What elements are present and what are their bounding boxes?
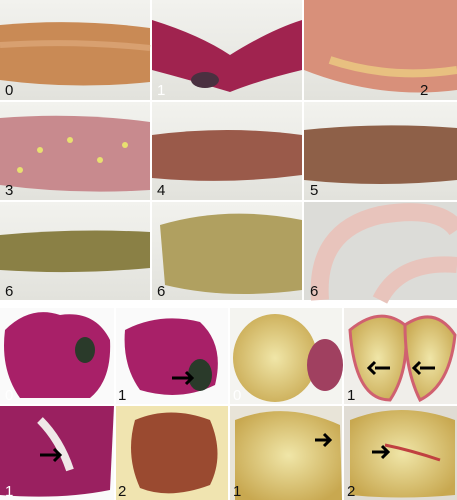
intestine-panel: 6 — [152, 202, 302, 300]
gizzard-panel: 2 — [344, 406, 457, 500]
intestine-panel: 2 — [304, 0, 457, 100]
gizzard-panel: 0 — [230, 308, 343, 404]
panel-label: 6 — [310, 283, 318, 300]
liver-panel: 2 — [116, 406, 228, 500]
intestine-panel: 0 — [0, 0, 151, 100]
panel-label: 1 — [118, 387, 126, 404]
panel-label: 0 — [233, 387, 241, 404]
panel-label: 3 — [5, 182, 13, 199]
panel-label: 1 — [347, 387, 355, 404]
panel-label: 1 — [157, 82, 165, 99]
intestine-panel: 1 — [152, 0, 302, 100]
panel-label: 4 — [157, 182, 165, 199]
panel-label: 6 — [5, 283, 13, 300]
panel-label: 0 — [5, 82, 13, 99]
panel-label: 2 — [118, 483, 126, 500]
panel-label: 2 — [420, 82, 428, 99]
intestine-panel: 5 — [304, 102, 457, 200]
gizzard-panel: 1 — [230, 406, 342, 500]
intestine-panel: 3 — [0, 102, 150, 200]
panel-label: 1 — [233, 483, 241, 500]
panel-label: 6 — [157, 283, 165, 300]
liver-panel: 1 — [116, 308, 228, 404]
gizzard-panel: 1 — [344, 308, 457, 404]
liver-panel: 0 — [0, 308, 114, 404]
panel-label: 5 — [310, 182, 318, 199]
panel-label: 1 — [5, 483, 13, 500]
intestine-panel: 6 — [0, 202, 150, 300]
intestine-panel: 4 — [152, 102, 302, 200]
liver-panel: 1 — [0, 406, 114, 500]
panel-label: 0 — [5, 387, 13, 404]
intestine-panel: 6 — [304, 202, 457, 304]
panel-label: 2 — [347, 483, 355, 500]
